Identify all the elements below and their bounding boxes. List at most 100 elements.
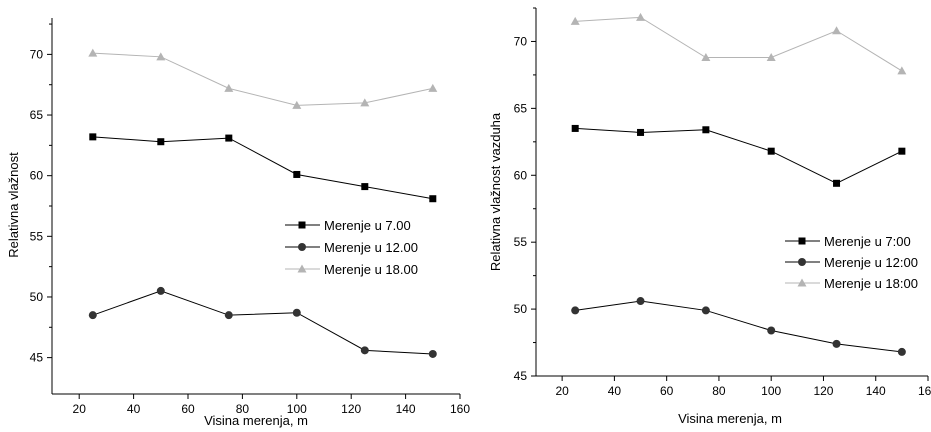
left-legend-item-2: Merenje u 12.00 [285, 240, 418, 255]
right-series-group [570, 12, 907, 356]
left-legend-label-2: Merenje u 12.00 [324, 240, 418, 255]
left-legend-marker-1 [298, 221, 306, 229]
left-series-1-point-6 [429, 195, 437, 203]
left-series-2-point-2 [156, 286, 165, 295]
left-series-1-point-1 [89, 133, 97, 141]
left-series-1-point-4 [293, 170, 301, 178]
left-series-3-point-4 [292, 100, 302, 109]
right-series-3-point-5 [832, 26, 842, 35]
left-y-tick-label-1: 50 [30, 290, 44, 304]
left-series-3-point-3 [224, 83, 234, 92]
right-x-tick-label-1: 40 [608, 384, 622, 398]
left-legend-item-1: Merenje u 7.00 [285, 218, 411, 233]
left-series-3-point-1 [88, 48, 98, 57]
left-y-tick-label-0: 45 [30, 351, 44, 365]
left-x-axis-label: Visina merenja, m [204, 413, 308, 428]
right-chart: 20 40 60 80 100 120 140 160 45 50 55 60 65 70 Visina… [488, 7, 931, 426]
right-series-3-point-3 [701, 53, 711, 62]
left-y-tick-label-5: 70 [30, 47, 44, 61]
right-series-3-point-2 [636, 12, 646, 21]
left-series-1-point-2 [157, 138, 165, 146]
left-chart: 20 40 60 80 100 120 140 160 45 50 55 60 65 70 Visina… [6, 18, 470, 428]
left-series-1-line [92, 136, 433, 200]
left-y-tick-label-4: 65 [30, 108, 44, 122]
left-legend-label-1: Merenje u 7.00 [324, 218, 411, 233]
left-y-axis-label: Relativna vlažnost [6, 152, 21, 258]
right-series-2-point-6 [897, 347, 906, 356]
left-series-3-point-6 [428, 83, 438, 92]
right-legend-marker-3 [797, 278, 807, 287]
right-series-3-point-6 [897, 66, 907, 75]
left-x-tick-label-1: 40 [127, 402, 141, 416]
left-x-tick-label-7: 160 [450, 402, 470, 416]
right-axes [535, 8, 928, 377]
right-x-tick-label-7: 160 [918, 384, 931, 398]
right-x-axis-label: Visina merenja, m [678, 411, 782, 426]
right-legend: Merenje u 7:00 Merenje u 12:00 Merenje u… [785, 234, 918, 291]
right-series-1-point-6 [898, 147, 906, 155]
left-series-2-point-1 [88, 311, 97, 320]
left-legend-marker-3 [297, 264, 307, 273]
left-series-2-point-3 [224, 311, 233, 320]
right-x-tick-label-5: 120 [813, 384, 833, 398]
right-x-tick-label-4: 100 [761, 384, 781, 398]
right-x-tick-label-3: 80 [712, 384, 726, 398]
left-x-ticks: 20 40 60 80 100 120 140 160 [73, 394, 470, 416]
right-x-tick-label-0: 20 [555, 384, 569, 398]
left-x-tick-label-4: 100 [287, 402, 307, 416]
right-x-tick-label-6: 140 [866, 384, 886, 398]
left-y-ticks: 45 50 55 60 65 70 [30, 23, 52, 365]
left-legend: Merenje u 7.00 Merenje u 12.00 Merenje u… [285, 218, 418, 277]
right-series-3-point-4 [766, 53, 776, 62]
right-legend-item-2: Merenje u 12:00 [785, 255, 918, 270]
left-series-group [88, 48, 438, 358]
left-series-1-point-3 [225, 134, 233, 142]
left-legend-item-3: Merenje u 18.00 [285, 262, 418, 277]
right-y-tick-label-0: 45 [514, 369, 528, 383]
left-series-3-point-5 [360, 98, 370, 107]
right-series-3-line [575, 16, 903, 72]
right-legend-marker-2 [798, 258, 806, 266]
right-legend-marker-1 [798, 237, 806, 245]
left-axes [51, 18, 460, 395]
right-y-tick-label-1: 50 [514, 302, 528, 316]
right-y-tick-label-5: 70 [514, 34, 528, 48]
right-y-axis-label: Relativna vlažnost vazduha [488, 112, 503, 271]
right-legend-label-2: Merenje u 12:00 [824, 255, 918, 270]
right-series-2-point-2 [636, 297, 645, 306]
right-series-2-point-5 [832, 339, 841, 348]
right-legend-label-3: Merenje u 18:00 [824, 276, 918, 291]
left-legend-marker-2 [298, 243, 306, 251]
right-series-1-point-1 [571, 124, 579, 132]
right-legend-label-1: Merenje u 7:00 [824, 234, 911, 249]
right-legend-item-1: Merenje u 7:00 [785, 234, 911, 249]
left-x-tick-label-2: 60 [181, 402, 195, 416]
right-y-tick-label-3: 60 [514, 168, 528, 182]
left-series-2-point-4 [292, 308, 301, 317]
left-series-2-line [92, 290, 433, 355]
right-y-tick-label-4: 65 [514, 101, 528, 115]
left-x-tick-label-5: 120 [341, 402, 361, 416]
right-series-2-point-1 [571, 306, 580, 315]
right-series-1-point-3 [702, 126, 710, 134]
left-series-2-point-5 [360, 346, 369, 355]
right-series-1-point-4 [767, 147, 775, 155]
right-series-2-point-3 [701, 306, 710, 315]
right-series-1-point-5 [833, 179, 841, 187]
left-series-3-point-2 [156, 52, 166, 61]
left-series-1-point-5 [361, 183, 369, 191]
left-series-2-point-6 [428, 349, 437, 358]
right-x-ticks: 20 40 60 80 100 120 140 160 [555, 376, 931, 398]
left-y-tick-label-3: 60 [30, 169, 44, 183]
right-y-ticks: 45 50 55 60 65 70 [514, 7, 536, 383]
left-x-tick-label-3: 80 [236, 402, 250, 416]
right-legend-item-3: Merenje u 18:00 [785, 276, 918, 291]
right-x-tick-label-2: 60 [660, 384, 674, 398]
right-series-2-point-4 [767, 326, 776, 335]
left-y-tick-label-2: 55 [30, 229, 44, 243]
right-series-2-line [575, 300, 902, 353]
left-x-tick-label-0: 20 [73, 402, 87, 416]
left-x-tick-label-6: 140 [396, 402, 416, 416]
right-series-3-point-1 [570, 16, 580, 25]
